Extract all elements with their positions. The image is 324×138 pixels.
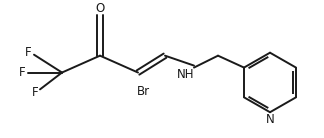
Text: F: F: [32, 86, 38, 99]
Text: O: O: [95, 2, 105, 14]
Text: F: F: [25, 46, 31, 59]
Text: N: N: [266, 113, 274, 126]
Text: Br: Br: [136, 85, 150, 98]
Text: F: F: [19, 66, 25, 79]
Text: NH: NH: [177, 68, 195, 81]
